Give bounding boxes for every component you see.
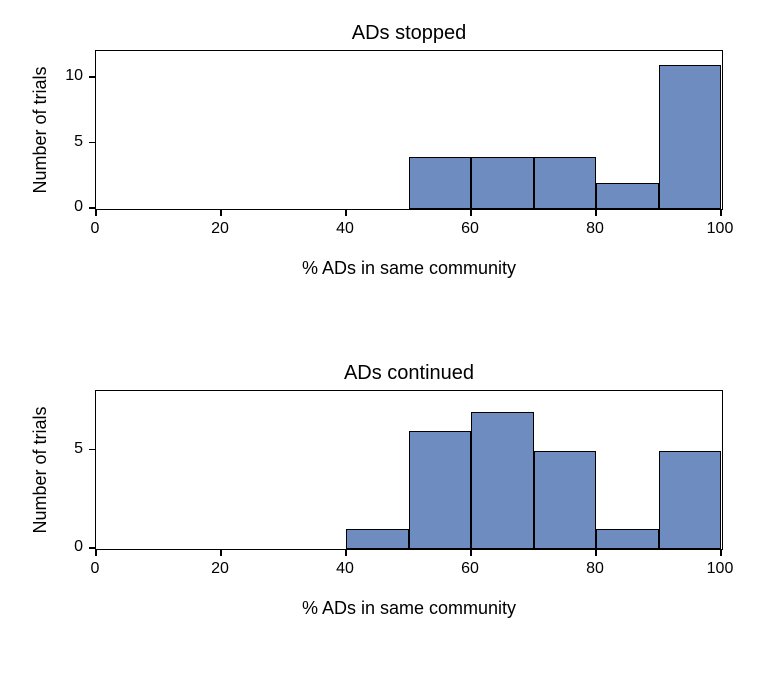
xtick-bottom-0 <box>95 550 97 556</box>
bar-top-90 <box>659 65 722 209</box>
panel-title-top: ADs stopped <box>95 22 723 45</box>
panel-title-bottom: ADs continued <box>95 362 723 385</box>
ytick-top-0 <box>89 207 95 209</box>
xtick-bottom-20 <box>220 550 222 556</box>
ytick-bottom-0 <box>89 547 95 549</box>
figure: ADs stopped0204060801000510% ADs in same… <box>0 0 783 673</box>
xtick-bottom-40 <box>345 550 347 556</box>
ytick-top-10 <box>89 76 95 78</box>
xtick-label-top-0: 0 <box>91 220 100 238</box>
xtick-label-bottom-80: 80 <box>586 560 604 578</box>
xtick-label-bottom-40: 40 <box>336 560 354 578</box>
bar-top-50 <box>409 157 472 209</box>
xtick-top-100 <box>720 210 722 216</box>
ytick-bottom-5 <box>89 449 95 451</box>
plot-area-top <box>95 50 723 210</box>
xtick-top-0 <box>95 210 97 216</box>
xtick-top-80 <box>595 210 597 216</box>
bar-bottom-90 <box>659 451 722 549</box>
xtick-bottom-100 <box>720 550 722 556</box>
xtick-label-top-100: 100 <box>707 220 734 238</box>
bar-bottom-40 <box>346 529 409 549</box>
panel-top: ADs stopped0204060801000510% ADs in same… <box>95 50 723 210</box>
ylabel-bottom: Number of trials <box>30 390 51 550</box>
xtick-label-top-80: 80 <box>586 220 604 238</box>
bar-bottom-50 <box>409 431 472 549</box>
bar-top-70 <box>534 157 597 209</box>
bar-top-60 <box>471 157 534 209</box>
ytick-top-5 <box>89 142 95 144</box>
xtick-label-top-20: 20 <box>211 220 229 238</box>
xtick-label-bottom-60: 60 <box>461 560 479 578</box>
panel-bottom: ADs continued02040608010005% ADs in same… <box>95 390 723 550</box>
xtick-label-top-60: 60 <box>461 220 479 238</box>
xtick-top-60 <box>470 210 472 216</box>
plot-area-bottom <box>95 390 723 550</box>
xtick-top-20 <box>220 210 222 216</box>
xtick-label-bottom-20: 20 <box>211 560 229 578</box>
xlabel-top: % ADs in same community <box>95 258 723 279</box>
xtick-bottom-60 <box>470 550 472 556</box>
ylabel-top: Number of trials <box>30 50 51 210</box>
bar-top-80 <box>596 183 659 209</box>
bar-bottom-80 <box>596 529 659 549</box>
xlabel-bottom: % ADs in same community <box>95 598 723 619</box>
xtick-label-bottom-100: 100 <box>707 560 734 578</box>
xtick-label-top-40: 40 <box>336 220 354 238</box>
bar-bottom-60 <box>471 412 534 549</box>
xtick-top-40 <box>345 210 347 216</box>
xtick-bottom-80 <box>595 550 597 556</box>
bar-bottom-70 <box>534 451 597 549</box>
xtick-label-bottom-0: 0 <box>91 560 100 578</box>
